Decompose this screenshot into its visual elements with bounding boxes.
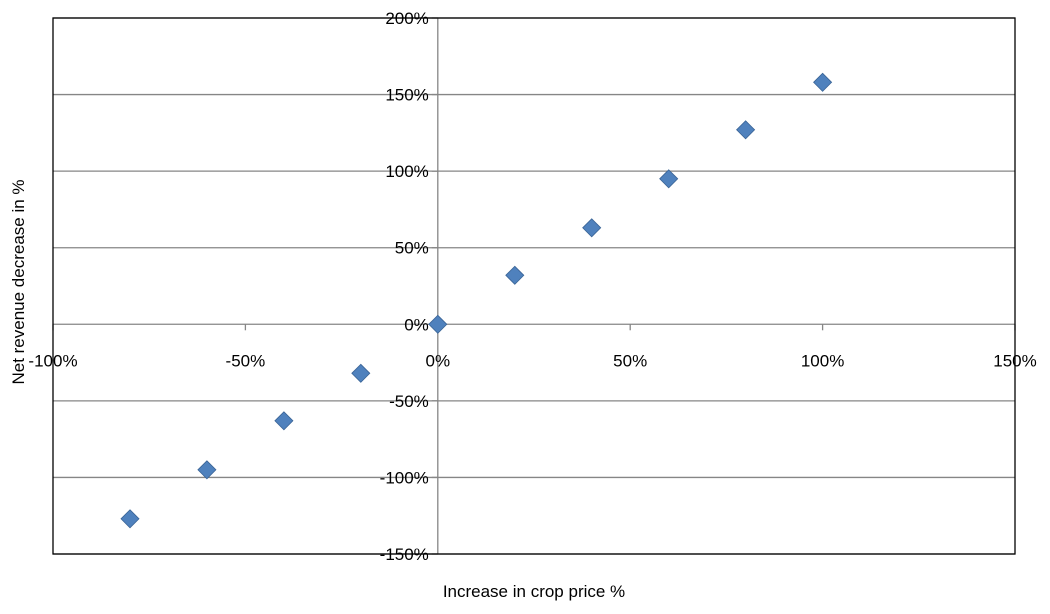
data-point-0-9 [813,72,833,92]
x-tick-label-5: 150% [993,351,1036,370]
x-axis-title: Increase in crop price % [443,582,625,601]
y-tick-label-6: 150% [385,86,428,105]
data-points [120,72,833,529]
data-point-0-2 [274,411,294,431]
axes [52,17,1016,555]
y-tick-label-2: -50% [389,392,429,411]
tick-labels: -100% -50% 0% 50% 100% 150% -150% -100% -50% 0% 50… [28,9,1036,564]
y-tick-label-4: 50% [395,239,429,258]
x-tick-label-0: -100% [28,351,77,370]
data-point-0-0 [120,509,140,529]
data-point-0-3 [351,363,371,383]
y-tick-label-7: 200% [385,9,428,28]
data-point-0-8 [736,120,756,140]
y-tick-label-0: -150% [380,545,429,564]
y-axis-title: Net revenue decrease in % [9,179,28,384]
y-tick-label-1: -100% [380,468,429,487]
x-tick-label-4: 100% [801,351,844,370]
data-point-0-1 [197,460,217,480]
x-tick-label-1: -50% [226,351,266,370]
gridlines [53,17,1015,555]
x-tick-label-2: 0% [426,351,451,370]
y-tick-label-5: 100% [385,162,428,181]
data-point-0-5 [505,265,525,285]
y-tick-label-3: 0% [404,315,429,334]
plot-frame [52,17,1016,555]
data-point-0-6 [582,218,602,238]
x-tick-label-3: 50% [613,351,647,370]
data-point-0-4 [428,314,448,334]
data-point-0-7 [659,169,679,189]
